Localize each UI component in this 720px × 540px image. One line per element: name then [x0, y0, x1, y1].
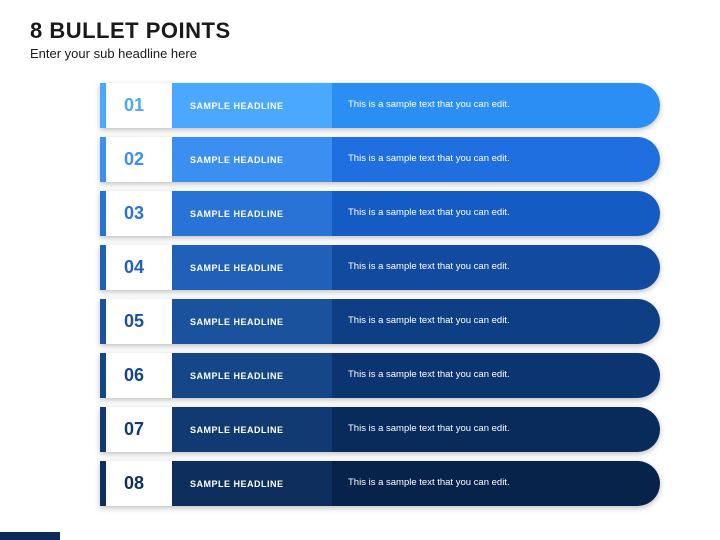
bullet-row: 04SAMPLE HEADLINEThis is a sample text t… — [100, 245, 660, 290]
bullet-pill: SAMPLE HEADLINEThis is a sample text tha… — [172, 353, 660, 398]
bullet-description: This is a sample text that you can edit. — [332, 407, 660, 452]
footer-accent-bar — [0, 532, 60, 540]
row-gap — [162, 299, 172, 344]
bullet-row: 03SAMPLE HEADLINEThis is a sample text t… — [100, 191, 660, 236]
bullet-description: This is a sample text that you can edit. — [332, 461, 660, 506]
bullet-headline: SAMPLE HEADLINE — [172, 407, 332, 452]
bullet-row: 02SAMPLE HEADLINEThis is a sample text t… — [100, 137, 660, 182]
bullet-pill: SAMPLE HEADLINEThis is a sample text tha… — [172, 245, 660, 290]
bullet-number: 08 — [100, 461, 162, 506]
bullet-headline: SAMPLE HEADLINE — [172, 245, 332, 290]
bullet-number: 02 — [100, 137, 162, 182]
bullet-pill: SAMPLE HEADLINEThis is a sample text tha… — [172, 137, 660, 182]
bullet-row: 01SAMPLE HEADLINEThis is a sample text t… — [100, 83, 660, 128]
bullet-number: 03 — [100, 191, 162, 236]
row-gap — [162, 137, 172, 182]
bullet-headline: SAMPLE HEADLINE — [172, 191, 332, 236]
page-subtitle: Enter your sub headline here — [30, 46, 690, 61]
bullet-pill: SAMPLE HEADLINEThis is a sample text tha… — [172, 461, 660, 506]
bullet-row: 08SAMPLE HEADLINEThis is a sample text t… — [100, 461, 660, 506]
bullet-row: 05SAMPLE HEADLINEThis is a sample text t… — [100, 299, 660, 344]
bullet-pill: SAMPLE HEADLINEThis is a sample text tha… — [172, 407, 660, 452]
row-gap — [162, 245, 172, 290]
bullet-headline: SAMPLE HEADLINE — [172, 83, 332, 128]
row-gap — [162, 191, 172, 236]
bullet-pill: SAMPLE HEADLINEThis is a sample text tha… — [172, 83, 660, 128]
header: 8 BULLET POINTS Enter your sub headline … — [0, 0, 720, 69]
bullet-row: 06SAMPLE HEADLINEThis is a sample text t… — [100, 353, 660, 398]
bullet-number: 07 — [100, 407, 162, 452]
bullet-pill: SAMPLE HEADLINEThis is a sample text tha… — [172, 191, 660, 236]
bullet-headline: SAMPLE HEADLINE — [172, 353, 332, 398]
bullet-description: This is a sample text that you can edit. — [332, 299, 660, 344]
row-gap — [162, 461, 172, 506]
bullet-number: 05 — [100, 299, 162, 344]
row-gap — [162, 353, 172, 398]
bullet-headline: SAMPLE HEADLINE — [172, 461, 332, 506]
bullet-pill: SAMPLE HEADLINEThis is a sample text tha… — [172, 299, 660, 344]
bullet-description: This is a sample text that you can edit. — [332, 353, 660, 398]
row-gap — [162, 83, 172, 128]
bullet-description: This is a sample text that you can edit. — [332, 245, 660, 290]
bullet-description: This is a sample text that you can edit. — [332, 191, 660, 236]
row-gap — [162, 407, 172, 452]
bullet-number: 04 — [100, 245, 162, 290]
bullet-headline: SAMPLE HEADLINE — [172, 137, 332, 182]
bullet-number: 06 — [100, 353, 162, 398]
bullet-description: This is a sample text that you can edit. — [332, 137, 660, 182]
page-title: 8 BULLET POINTS — [30, 18, 690, 44]
bullet-headline: SAMPLE HEADLINE — [172, 299, 332, 344]
bullet-number: 01 — [100, 83, 162, 128]
bullet-description: This is a sample text that you can edit. — [332, 83, 660, 128]
bullet-row: 07SAMPLE HEADLINEThis is a sample text t… — [100, 407, 660, 452]
bullet-list: 01SAMPLE HEADLINEThis is a sample text t… — [0, 69, 720, 506]
